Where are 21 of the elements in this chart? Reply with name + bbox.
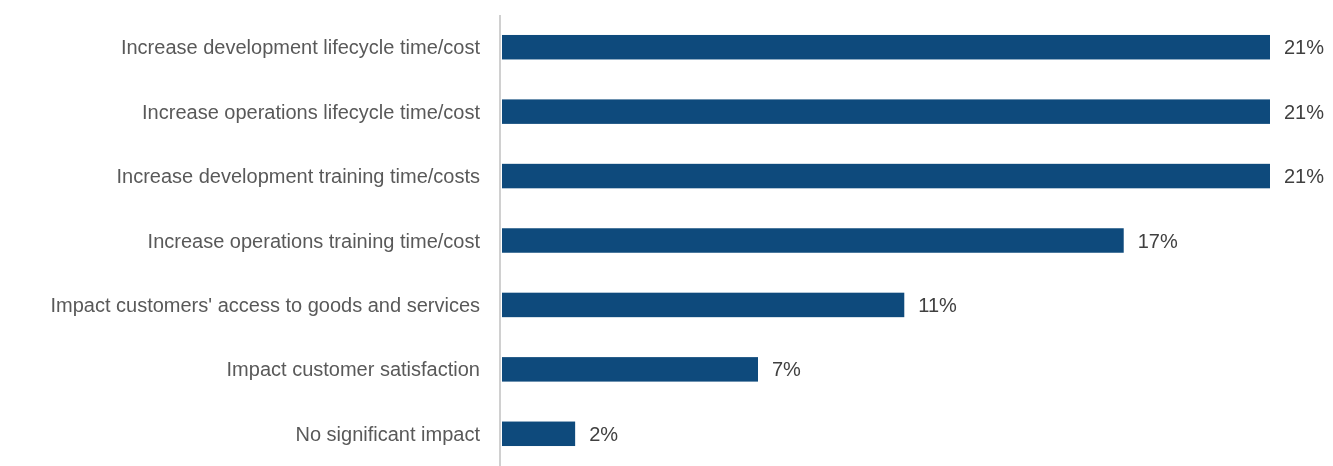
- bar: [502, 163, 1270, 189]
- y-tick-label: Increase operations lifecycle time/cost: [142, 100, 481, 123]
- data-label: 21%: [1284, 165, 1325, 188]
- data-label: 2%: [589, 422, 619, 445]
- data-label: 7%: [772, 358, 802, 381]
- bar: [502, 421, 576, 447]
- bar: [502, 292, 905, 318]
- bar: [502, 357, 758, 382]
- bar: [502, 99, 1270, 124]
- data-label: 21%: [1284, 36, 1325, 59]
- y-tick-label: Increase development training time/costs: [116, 165, 480, 188]
- y-tick-label: Impact customer satisfaction: [226, 358, 480, 381]
- y-tick-label: No significant impact: [295, 422, 481, 445]
- data-label: 11%: [918, 293, 958, 316]
- data-label: 21%: [1284, 100, 1325, 123]
- bar: [502, 228, 1124, 253]
- data-label: 17%: [1137, 229, 1178, 252]
- bar: [502, 34, 1270, 60]
- y-tick-label: Increase operations training time/cost: [147, 229, 481, 252]
- y-tick-label: Increase development lifecycle time/cost: [120, 36, 481, 59]
- y-tick-label: Impact customers' access to goods and services: [50, 293, 480, 316]
